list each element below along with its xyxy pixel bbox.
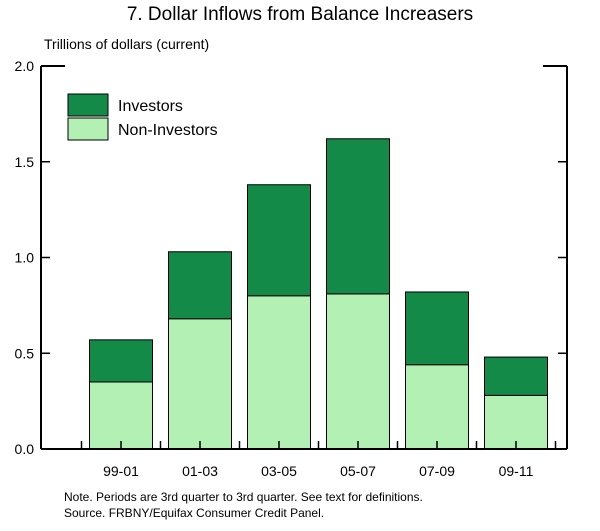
bar-investors-05-07	[326, 138, 390, 295]
x-tick-label: 99-01	[103, 463, 139, 479]
x-tick-label: 01-03	[182, 463, 218, 479]
bar-non-investors-99-01	[89, 381, 153, 450]
y-tick-label: 1.0	[15, 250, 35, 266]
legend-swatch-non-investors	[67, 117, 109, 141]
y-tick-label: 1.5	[15, 154, 35, 170]
bars-group	[89, 138, 548, 450]
bar-investors-01-03	[168, 251, 232, 320]
x-tick-label: 05-07	[340, 463, 376, 479]
legend-swatch-investors	[67, 93, 109, 117]
bar-non-investors-03-05	[247, 295, 311, 450]
axes-group: 99-01 01-03 03-05 05-07 07-09 09-11 0.0 0.5 1.0 1…	[15, 58, 568, 479]
bar-non-investors-01-03	[168, 318, 232, 450]
bar-non-investors-05-07	[326, 293, 390, 450]
y-axis-label: Trillions of dollars (current)	[44, 36, 210, 52]
y-tick-label: 0.5	[15, 345, 35, 361]
bar-investors-99-01	[89, 339, 153, 383]
note-text: Note. Periods are 3rd quarter to 3rd qua…	[64, 490, 423, 504]
legend-label: Investors	[118, 98, 183, 115]
chart-notes: Note. Periods are 3rd quarter to 3rd qua…	[64, 489, 423, 521]
bar-investors-03-05	[247, 184, 311, 297]
x-tick-label: 03-05	[261, 463, 297, 479]
x-tick-label: 07-09	[419, 463, 455, 479]
legend-label: Non-Investors	[118, 122, 218, 139]
legend: Investors Non-Investors	[67, 93, 218, 141]
x-tick-label: 09-11	[499, 463, 534, 479]
y-tick-label: 0.0	[15, 441, 35, 457]
bar-non-investors-07-09	[405, 364, 469, 450]
y-tick-label: 2.0	[15, 58, 35, 74]
source-text: Source. FRBNY/Equifax Consumer Credit Pa…	[64, 506, 325, 520]
bar-investors-09-11	[484, 356, 548, 396]
bar-non-investors-09-11	[484, 394, 548, 450]
bar-investors-07-09	[405, 291, 469, 366]
chart-title: 7. Dollar Inflows from Balance Increaser…	[126, 4, 474, 25]
